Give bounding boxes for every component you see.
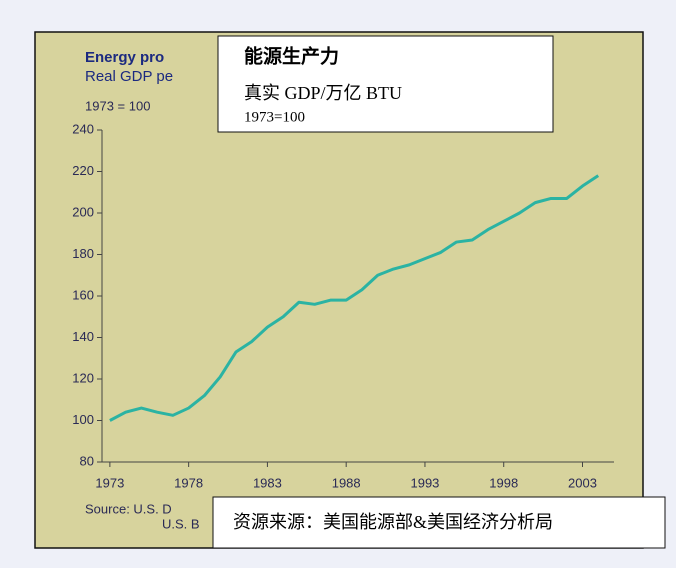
y-tick-label: 80 xyxy=(80,453,94,468)
y-tick-label: 120 xyxy=(72,370,94,385)
overlay-title: 能源生产力 xyxy=(244,44,339,67)
source: Source: U.S. D xyxy=(85,501,172,516)
y-tick-label: 100 xyxy=(72,412,94,427)
overlay-box xyxy=(217,35,554,133)
x-tick-label: 2003 xyxy=(568,475,597,490)
x-tick-label: 1973 xyxy=(95,475,124,490)
y-tick-label: 140 xyxy=(72,329,94,344)
source: U.S. B xyxy=(162,516,200,531)
x-tick-label: 1988 xyxy=(332,475,361,490)
y-tick-label: 160 xyxy=(72,287,94,302)
x-tick-label: 1998 xyxy=(489,475,518,490)
x-tick-label: 1983 xyxy=(253,475,282,490)
index-note: 1973 = 100 xyxy=(85,98,150,113)
chart-subtitle: Real GDP pe xyxy=(85,68,173,85)
overlay-source: 资源来源：美国能源部&美国经济分析局 xyxy=(233,512,553,532)
y-tick-label: 240 xyxy=(72,121,94,136)
y-tick-label: 220 xyxy=(72,163,94,178)
x-tick-label: 1993 xyxy=(410,475,439,490)
overlay-note: 1973=100 xyxy=(244,109,305,125)
chart-title: Energy pro xyxy=(85,49,164,66)
y-tick-label: 200 xyxy=(72,204,94,219)
overlay-box xyxy=(212,496,666,549)
x-tick-label: 1978 xyxy=(174,475,203,490)
overlay-subtitle: 真实 GDP/万亿 BTU xyxy=(244,83,402,103)
y-tick-label: 180 xyxy=(72,246,94,261)
data-line xyxy=(109,174,600,422)
